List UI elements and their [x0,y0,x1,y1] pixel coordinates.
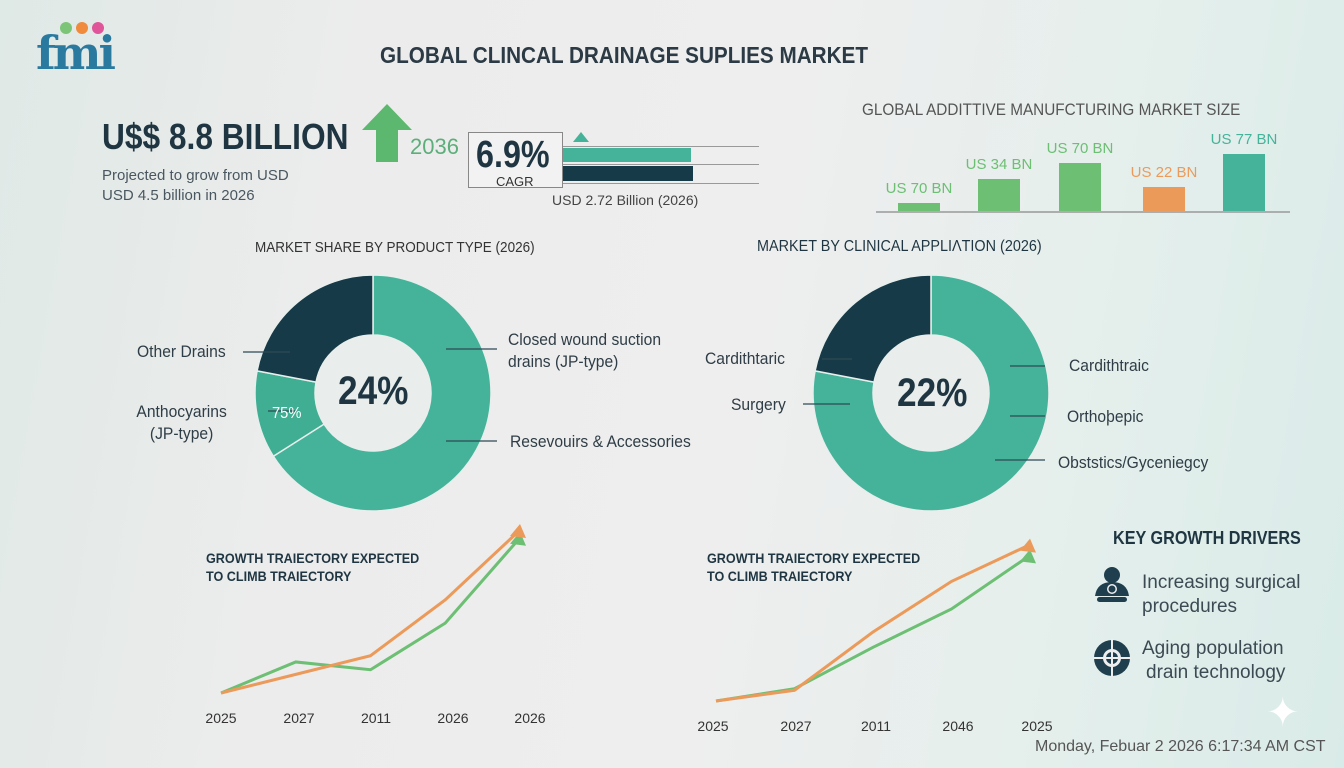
driver-2-line2: drain technology [1146,662,1286,683]
sub-line-2: USD 4.5 billion in 2026 [102,187,255,204]
bar-data-label: US 22 BN [1131,164,1198,181]
cagr-box [468,132,563,188]
people-icon [1093,566,1131,609]
label-other-drains: Other Drains [137,342,226,361]
arrow-up-icon [362,104,412,167]
donut-hole [873,335,989,451]
x-tick-label: 2026 [437,710,468,726]
label-reservoirs: Resevouirs & Accessories [510,432,691,451]
label-75: 75% [272,405,302,422]
bar [978,179,1020,211]
cagr-bar-teal [563,148,691,162]
bar [1143,187,1185,211]
arrowhead [510,524,526,538]
x-tick-label: 2026 [514,710,545,726]
bar-data-label: US 77 BN [1211,131,1278,148]
label-surgery: Surgery [731,395,786,414]
x-tick-label: 2046 [942,718,973,734]
cagr-value: 6.9% [476,134,550,176]
logo: fmi [36,26,116,80]
donut1-title: MARKET SHARE BY PRODUCT TYPE (2026) [255,239,535,256]
cagr-bar-dark [563,166,693,181]
timestamp: Monday, Febuar 2 2026 6:17:34 AM CST [1035,738,1326,755]
bar [1059,163,1101,211]
arrow-line [563,183,759,184]
cagr-label: CAGR [496,174,534,189]
line2-title: GROWTH TRAIECTORY EXPECTED TO CLIMB TRAI… [707,550,921,584]
bar-data-label: US 70 BN [886,180,953,197]
label-cardithtraic: Cardithtraic [1069,356,1149,375]
target-icon [1093,639,1131,682]
headline-year: 2036 [410,134,459,159]
arrowhead [1020,538,1036,553]
donut2-title: MARKET BY CLINICAL APPLIΛTION (2026) [757,238,1042,255]
arrowhead [510,531,526,546]
arrow-line [563,146,759,147]
arrowhead [1020,549,1036,564]
x-tick-label: 2011 [361,710,391,726]
x-tick-label: 2025 [205,710,236,726]
bar [898,203,940,211]
label-obstetrics: Obststics/Gyceniegcy [1058,453,1209,472]
line1-title: GROWTH TRAIECTORY EXPECTED TO CLIMB TRAI… [206,550,420,584]
small-arrow-icon [573,132,589,142]
drivers-title: KEY GROWTH DRIVERS [1113,528,1301,548]
sub-line-1: Projected to grow from USD [102,167,289,184]
sparkle-icon: ✦ [1266,691,1300,735]
label-anthocyarins: Anthocyarins (JP-type) [136,402,227,443]
label-closed-wound: Closed wound suction drains (JP-type) [508,330,662,371]
bar-chart-title: GLOBAL ADDITTIVE MANUFCTURING MARKET SIZ… [862,100,1241,119]
driver-2: Aging population drain technology [1142,637,1285,685]
donut1-center: 24% [338,369,409,413]
driver-1-line2: procedures [1142,596,1238,617]
page-title: GLOBAL CLINCAL DRAINAGE SUPLIES MARKET [380,42,868,68]
bar [1223,154,1265,211]
bar-data-label: US 70 BN [1047,140,1114,157]
x-tick-label: 2025 [1021,718,1052,734]
headline-value: U$$ 8.8 BILLION [102,116,349,157]
arrow-line [563,164,759,165]
cagr-caption: USD 2.72 Billion (2026) [552,192,699,208]
series-line [715,543,1031,703]
x-tick-label: 2027 [283,710,314,726]
bar-data-label: US 34 BN [966,156,1033,173]
headline-sub: Projected to grow from USD USD 4.5 billio… [102,166,289,206]
driver-1-line1: Increasing surgical [1142,572,1301,593]
label-cardithtaric: Cardithtaric [705,349,785,368]
donut-hole [315,335,431,451]
label-orthopedic: Orthoþepic [1067,407,1144,426]
driver-2-line1: Aging population [1142,638,1284,659]
series-line [220,536,522,695]
x-tick-label: 2025 [697,718,728,734]
logo-dots [60,22,104,34]
donut2-center: 22% [897,371,968,415]
driver-1: Increasing surgical procedures [1142,571,1300,619]
x-tick-label: 2027 [780,718,811,734]
series-line [220,528,522,695]
x-tick-label: 2011 [861,718,891,734]
